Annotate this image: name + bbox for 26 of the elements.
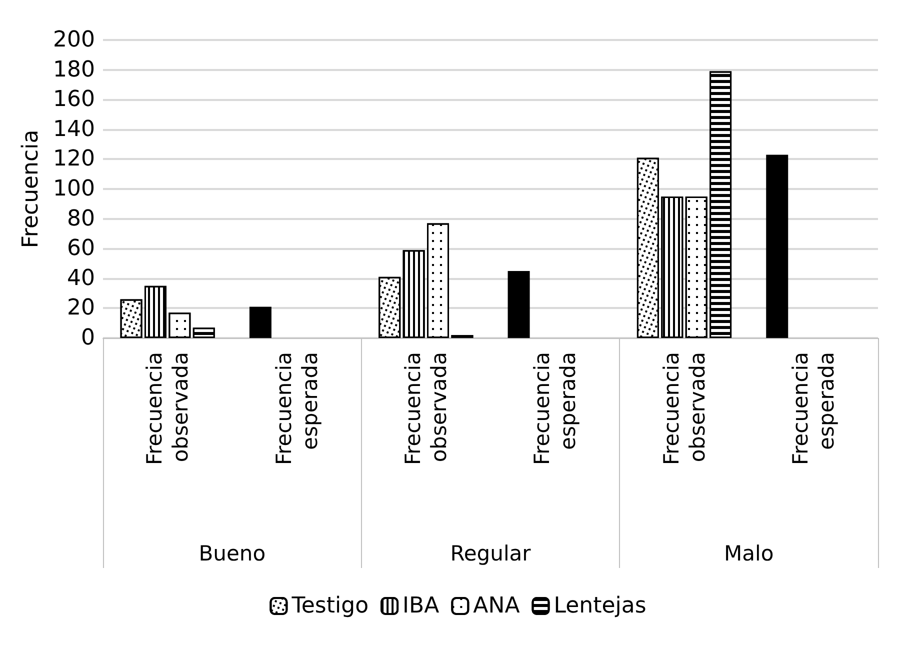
legend-label: Testigo — [290, 594, 369, 618]
y-tick-label: 20 — [67, 296, 95, 321]
x-tick-label: Frecuencia observada — [142, 352, 193, 465]
legend-label: ANA — [473, 594, 520, 618]
y-tick-label: 40 — [67, 266, 95, 291]
legend-label: IBA — [402, 594, 440, 618]
y-axis-title: Frecuencia — [18, 130, 44, 248]
bar — [249, 306, 272, 338]
y-tick-label: 140 — [53, 116, 95, 142]
x-tick-label: Frecuencia esperada — [272, 352, 322, 465]
y-tick-label: 200 — [53, 28, 95, 52]
y-tick-label: 0 — [81, 326, 95, 350]
text: Regular — [450, 542, 532, 566]
bar — [766, 154, 788, 338]
x-tick-label: Frecuencia esperada — [530, 352, 580, 465]
bar — [508, 270, 530, 338]
y-tick-label: 60 — [67, 236, 95, 262]
y-tick-label: 100 — [53, 176, 95, 202]
x-tick-label: Frecuencia esperada — [788, 352, 838, 465]
y-tick-label: 180 — [53, 57, 95, 82]
legend-label: Lentejas — [554, 594, 646, 618]
y-tick-label: 160 — [53, 87, 95, 112]
text: Malo — [724, 542, 774, 566]
y-tick-label: 80 — [67, 206, 95, 232]
y-tick-label: 120 — [53, 146, 95, 172]
text: Bueno — [198, 542, 266, 566]
